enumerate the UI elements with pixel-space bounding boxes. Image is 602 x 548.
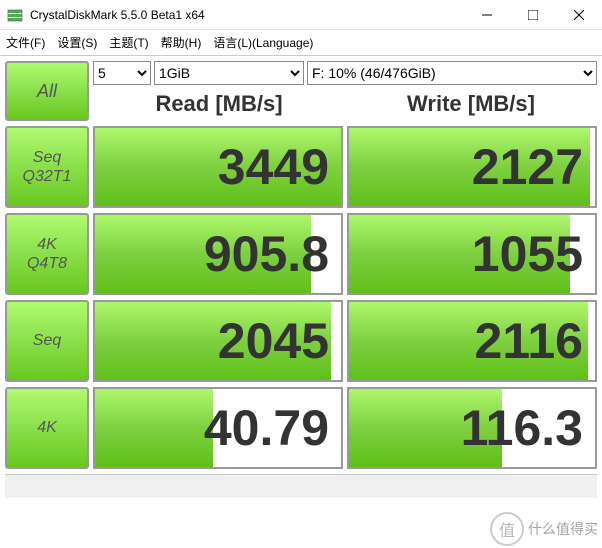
write-value: 2127 <box>347 126 597 208</box>
statusbar <box>5 474 597 498</box>
read-value: 3449 <box>93 126 343 208</box>
controls-col: 5 1GiB F: 10% (46/476GiB) Read [MB/s] Wr… <box>93 61 597 121</box>
window-buttons <box>464 0 602 30</box>
top-row: All 5 1GiB F: 10% (46/476GiB) Read [MB/s… <box>5 61 597 121</box>
write-value: 116.3 <box>347 387 597 469</box>
close-button[interactable] <box>556 0 602 30</box>
count-select[interactable]: 5 <box>93 61 151 85</box>
watermark: 值 什么值得买 <box>490 512 598 546</box>
menu-file[interactable]: 文件(F) <box>6 34 45 51</box>
all-button[interactable]: All <box>5 61 89 121</box>
result-row: SeqQ32T134492127 <box>5 126 597 208</box>
content: All 5 1GiB F: 10% (46/476GiB) Read [MB/s… <box>0 56 602 503</box>
maximize-button[interactable] <box>510 0 556 30</box>
result-row: 4K40.79116.3 <box>5 387 597 469</box>
headers-row: Read [MB/s] Write [MB/s] <box>93 87 597 121</box>
menu-help[interactable]: 帮助(H) <box>161 34 202 51</box>
drive-select[interactable]: F: 10% (46/476GiB) <box>307 61 597 85</box>
result-row: 4KQ4T8905.81055 <box>5 213 597 295</box>
read-value: 40.79 <box>93 387 343 469</box>
write-value: 2116 <box>347 300 597 382</box>
selects-row: 5 1GiB F: 10% (46/476GiB) <box>93 61 597 85</box>
menu-theme[interactable]: 主题(T) <box>109 34 148 51</box>
watermark-text: 什么值得买 <box>528 519 598 539</box>
minimize-button[interactable] <box>464 0 510 30</box>
test-button[interactable]: 4K <box>5 387 89 469</box>
test-button[interactable]: 4KQ4T8 <box>5 213 89 295</box>
watermark-icon: 值 <box>490 512 524 546</box>
header-read: Read [MB/s] <box>93 91 345 117</box>
menu-settings[interactable]: 设置(S) <box>57 34 97 51</box>
test-button[interactable]: SeqQ32T1 <box>5 126 89 208</box>
window-title: CrystalDiskMark 5.5.0 Beta1 x64 <box>30 8 464 22</box>
app-icon <box>6 6 24 24</box>
test-button[interactable]: Seq <box>5 300 89 382</box>
read-value: 905.8 <box>93 213 343 295</box>
size-select[interactable]: 1GiB <box>154 61 304 85</box>
header-write: Write [MB/s] <box>345 91 597 117</box>
menu-language[interactable]: 语言(L)(Language) <box>213 34 313 51</box>
menubar: 文件(F) 设置(S) 主题(T) 帮助(H) 语言(L)(Language) <box>0 30 602 56</box>
read-value: 2045 <box>93 300 343 382</box>
titlebar: CrystalDiskMark 5.5.0 Beta1 x64 <box>0 0 602 30</box>
write-value: 1055 <box>347 213 597 295</box>
result-row: Seq20452116 <box>5 300 597 382</box>
